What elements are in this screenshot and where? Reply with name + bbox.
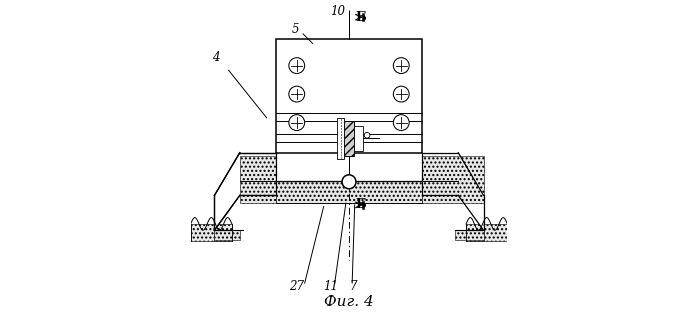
Text: 5: 5 [292,23,299,36]
Circle shape [394,115,409,130]
Bar [214,230,232,241]
Bar [344,121,354,156]
Polygon shape [422,153,484,230]
Text: 11: 11 [323,280,339,293]
Bar [354,126,363,151]
Text: 10: 10 [330,5,346,18]
Bar [214,230,240,240]
Bar [337,118,344,159]
Circle shape [289,86,304,102]
Text: 27: 27 [289,280,304,293]
Circle shape [342,175,356,189]
Text: 7: 7 [350,280,357,293]
Text: Б: Б [355,198,366,211]
Bar [466,224,507,241]
Circle shape [394,58,409,73]
Text: Б: Б [355,11,366,24]
Bar [422,156,484,203]
Bar [276,181,422,203]
Bar [276,39,422,153]
Text: Фиг. 4: Фиг. 4 [324,295,374,309]
Circle shape [289,115,304,130]
Circle shape [289,58,304,73]
Bar [466,230,484,241]
Circle shape [364,132,370,138]
Bar [191,224,232,241]
Bar [240,156,276,203]
Polygon shape [214,153,276,230]
Text: 4: 4 [212,51,220,64]
Circle shape [394,86,409,102]
Bar [455,230,484,240]
